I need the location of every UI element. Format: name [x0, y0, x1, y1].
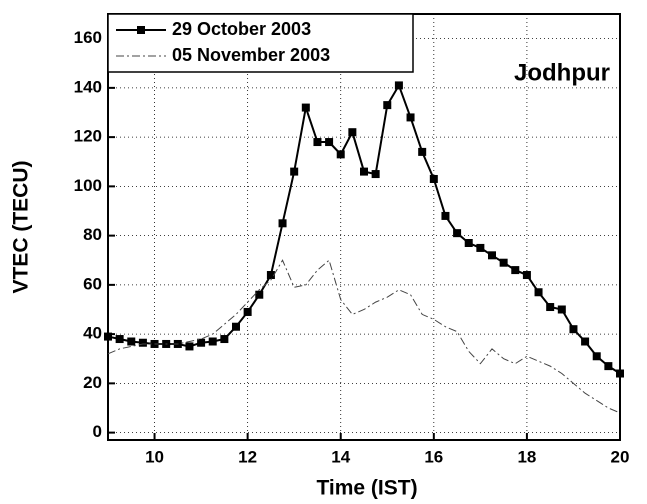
data-point: [348, 128, 357, 137]
data-point: [488, 251, 496, 260]
legend-marker: [137, 26, 145, 34]
data-point: [371, 170, 380, 179]
data-point: [557, 305, 566, 314]
data-point: [243, 307, 252, 316]
data-point: [360, 167, 368, 176]
data-point: [197, 338, 206, 347]
data-point: [616, 369, 624, 378]
y-tick-label: 140: [74, 77, 102, 96]
data-point: [232, 322, 240, 331]
data-point: [604, 362, 613, 371]
y-tick-label: 20: [83, 373, 102, 392]
y-tick-label: 0: [93, 422, 102, 441]
data-point: [115, 335, 124, 344]
series-line: [107, 259, 621, 414]
data-point: [592, 352, 601, 361]
data-point: [301, 103, 310, 112]
data-point: [429, 174, 438, 183]
data-point: [220, 335, 229, 344]
y-tick-label: 120: [74, 127, 102, 146]
data-point: [522, 271, 531, 280]
data-point: [511, 266, 520, 275]
data-point: [255, 290, 264, 299]
data-point: [418, 147, 427, 156]
data-point: [127, 337, 136, 346]
data-point: [453, 229, 462, 238]
data-point: [569, 325, 578, 334]
y-tick-label: 80: [83, 225, 102, 244]
x-tick-label: 12: [238, 447, 257, 466]
data-point: [546, 303, 555, 312]
x-tick-label: 18: [517, 447, 536, 466]
data-point: [313, 138, 322, 147]
legend-label: 05 November 2003: [172, 45, 330, 65]
data-point: [104, 332, 112, 341]
legend-box: [107, 13, 414, 73]
x-tick-label: 14: [331, 447, 350, 466]
data-point: [138, 338, 147, 347]
data-point: [336, 150, 345, 159]
y-tick-label: 160: [74, 28, 102, 47]
annotation: Jodhpur: [514, 59, 610, 86]
data-point: [476, 243, 485, 252]
y-axis-label: VTEC (TECU): [10, 161, 33, 294]
data-point: [394, 81, 403, 90]
x-tick-label: 16: [424, 447, 443, 466]
data-point: [534, 288, 543, 297]
data-point: [208, 337, 217, 346]
data-point: [581, 337, 590, 346]
data-point: [441, 211, 450, 220]
data-point: [185, 342, 194, 351]
data-point: [266, 271, 275, 280]
x-axis-label: Time (IST): [316, 477, 417, 500]
data-point: [290, 167, 299, 176]
legend-label: 29 October 2003: [172, 19, 311, 39]
x-tick-label: 10: [145, 447, 164, 466]
data-point: [406, 113, 415, 122]
y-tick-label: 100: [74, 176, 102, 195]
y-tick-label: 40: [83, 324, 102, 343]
data-point: [464, 239, 473, 248]
data-point: [383, 101, 392, 110]
data-point: [278, 219, 287, 228]
series-line: [107, 83, 621, 375]
data-point: [325, 138, 334, 147]
x-tick-label: 20: [611, 447, 630, 466]
y-tick-label: 60: [83, 274, 102, 293]
data-point: [499, 258, 508, 267]
